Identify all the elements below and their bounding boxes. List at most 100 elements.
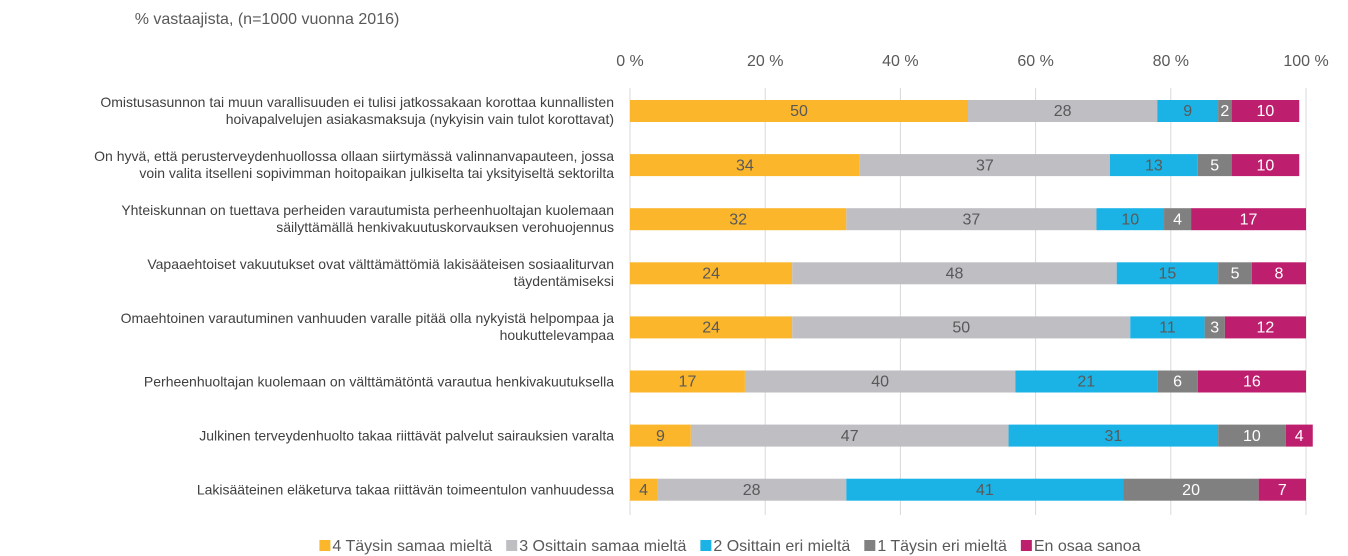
bar-segment [1251,262,1306,285]
category-label: Vapaaehtoiset vakuutukset ovat välttämät… [147,256,614,290]
bar-segment [1130,316,1205,339]
data-label: 28 [1054,103,1072,120]
data-label: 9 [656,428,665,445]
bar-segment [792,316,1131,339]
category-label: On hyvä, että perusterveydenhuollossa ol… [94,148,614,182]
bar-segment [1164,208,1192,231]
bar-segment [1285,424,1313,447]
bar-segment [630,208,847,231]
category-label: Omaehtoinen varautuminen vanhuuden varal… [120,310,614,344]
axis-title: % vastaajista, (n=1000 vuonna 2016) [135,11,400,28]
data-label: 28 [743,482,761,499]
data-label: 50 [952,320,970,337]
data-label: 37 [976,157,994,174]
data-label: 13 [1145,157,1163,174]
data-label: 50 [790,103,808,120]
legend-label: En osaa sanoa [1034,538,1141,555]
bar-segment [1218,100,1232,122]
x-tick-label: 20 % [747,53,783,70]
data-label: 4 [1295,428,1304,445]
x-tick-label: 100 % [1283,53,1328,70]
x-tick-label: 40 % [882,53,918,70]
data-label: 4 [639,482,648,499]
data-label: 12 [1257,320,1275,337]
legend-swatch [1020,540,1032,551]
category-label: Julkinen terveydenhuolto takaa riittävät… [199,427,614,444]
legend-label: 4 Täysin samaa mieltä [332,538,492,555]
bar-segment [1191,208,1306,231]
bar-segment [846,478,1124,501]
data-label: 7 [1278,482,1287,499]
legend-swatch [864,540,876,551]
data-label: 17 [1240,211,1258,228]
data-label: 37 [962,211,980,228]
category-label: Perheenhuoltajan kuolemaan on välttämätö… [143,373,614,389]
bar-segment [630,370,745,393]
bar-segment [968,100,1158,122]
data-label: 15 [1159,266,1177,283]
data-label: 34 [736,157,754,174]
bar-segment [630,262,793,285]
bar-segment [1157,100,1219,122]
data-label: 32 [729,211,747,228]
data-label: 2 [1220,103,1229,120]
bar-segment [859,154,1110,177]
data-label: 10 [1257,103,1275,120]
bar-segment [1015,370,1158,393]
data-label: 3 [1210,320,1219,337]
data-label: 5 [1231,266,1240,283]
category-label: Omistusasunnon tai muun varallisuuden ei… [100,94,614,127]
bar-segment [1096,208,1165,231]
data-label: 20 [1182,482,1200,499]
data-label: 6 [1173,374,1182,391]
bar-segment [1123,478,1259,501]
category-label: Lakisääteinen eläketurva takaa riittävän… [196,481,614,498]
bar-segment [630,154,860,177]
bar-segment [744,370,1016,393]
data-label: 11 [1159,320,1176,337]
data-label: 10 [1121,211,1139,228]
bar-segment [630,316,793,339]
category-label: Yhteiskunnan on tuettava perheiden varau… [121,202,614,236]
data-label: 21 [1077,374,1095,391]
legend-swatch [506,540,518,551]
bar-segment [690,424,1009,447]
bar-segment [1258,478,1306,501]
x-tick-label: 0 % [616,53,644,70]
bar-segment [630,478,658,501]
bar-segment [630,100,968,122]
bar-segment [792,262,1117,285]
data-label: 40 [871,374,889,391]
data-label: 10 [1257,157,1275,174]
bar-segment [1224,316,1306,339]
bar-segment [630,424,691,447]
data-label: 47 [841,428,859,445]
data-label: 9 [1183,103,1192,120]
data-label: 4 [1173,211,1182,228]
legend-swatch [700,540,712,551]
legend-label: 3 Osittain samaa mieltä [519,538,686,555]
bar-segment [1231,100,1300,122]
bar-segment [846,208,1097,231]
data-label: 17 [679,374,697,391]
data-label: 24 [702,320,720,337]
x-tick-label: 80 % [1153,53,1189,70]
data-label: 16 [1243,374,1261,391]
data-label: 5 [1210,157,1219,174]
bar-segment [1218,424,1286,447]
bar-segment [1231,154,1300,177]
data-label: 24 [702,266,720,283]
bar-segment [1197,154,1232,177]
bar-segment [1109,154,1198,177]
bar-segment [657,478,847,501]
legend-swatch [319,540,331,551]
data-label: 41 [976,482,994,499]
bar-segment [1204,316,1225,339]
data-label: 31 [1104,428,1122,445]
data-label: 48 [946,266,964,283]
bar-segment [1116,262,1219,285]
legend-label: 1 Täysin eri mieltä [877,538,1007,555]
legend: 4 Täysin samaa mieltä 3 Osittain samaa mi… [319,538,1141,555]
